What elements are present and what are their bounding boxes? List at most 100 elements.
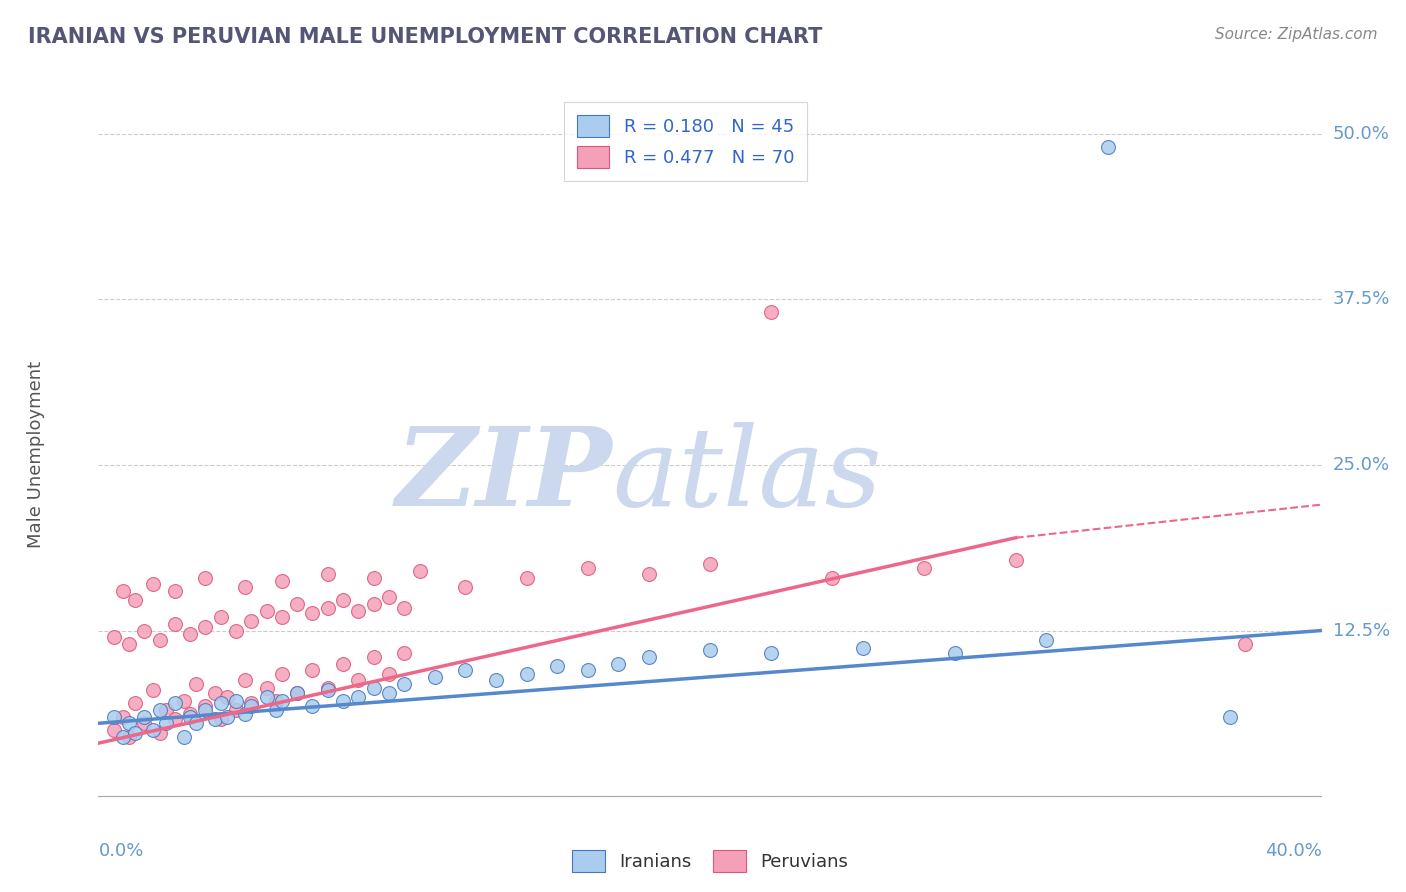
Point xyxy=(821,570,844,584)
Point xyxy=(204,712,226,726)
Point xyxy=(285,686,308,700)
Text: IRANIAN VS PERUVIAN MALE UNEMPLOYMENT CORRELATION CHART: IRANIAN VS PERUVIAN MALE UNEMPLOYMENT CO… xyxy=(28,27,823,46)
Text: 12.5%: 12.5% xyxy=(1333,622,1391,640)
Point xyxy=(392,601,416,615)
Text: atlas: atlas xyxy=(612,422,882,530)
Point xyxy=(118,730,141,744)
Point xyxy=(454,663,477,677)
Point xyxy=(215,709,238,723)
Text: Male Unemployment: Male Unemployment xyxy=(27,361,45,549)
Point xyxy=(1035,632,1057,647)
Point xyxy=(209,697,232,711)
Point xyxy=(607,657,630,671)
Point xyxy=(103,630,125,644)
Point xyxy=(301,607,323,621)
Point xyxy=(173,694,195,708)
Point xyxy=(142,577,165,591)
Point xyxy=(111,730,134,744)
Text: 37.5%: 37.5% xyxy=(1333,290,1391,309)
Point xyxy=(233,580,256,594)
Point xyxy=(179,706,201,721)
Point xyxy=(516,667,538,681)
Point xyxy=(347,604,370,618)
Point xyxy=(285,597,308,611)
Point xyxy=(204,686,226,700)
Point xyxy=(943,646,966,660)
Point xyxy=(1234,637,1257,651)
Point xyxy=(179,627,201,641)
Point xyxy=(378,591,401,605)
Point xyxy=(378,686,401,700)
Point xyxy=(194,703,217,717)
Point xyxy=(240,614,263,628)
Point xyxy=(103,723,125,737)
Point xyxy=(163,583,186,598)
Point xyxy=(378,667,401,681)
Point xyxy=(194,699,217,714)
Point xyxy=(332,694,354,708)
Point xyxy=(134,716,156,731)
Point xyxy=(118,637,141,651)
Point xyxy=(264,703,287,717)
Point xyxy=(209,610,232,624)
Point xyxy=(301,663,323,677)
Point xyxy=(111,709,134,723)
Point xyxy=(363,650,385,665)
Point xyxy=(163,616,186,631)
Point xyxy=(163,697,186,711)
Point xyxy=(186,716,208,731)
Point xyxy=(408,564,430,578)
Point xyxy=(194,570,217,584)
Point xyxy=(124,725,146,739)
Point xyxy=(454,580,477,594)
Point xyxy=(546,659,568,673)
Point xyxy=(256,681,278,695)
Point xyxy=(149,725,172,739)
Text: 25.0%: 25.0% xyxy=(1333,456,1391,474)
Point xyxy=(270,694,292,708)
Point xyxy=(1097,140,1119,154)
Point xyxy=(124,593,146,607)
Point xyxy=(163,712,186,726)
Point xyxy=(270,610,292,624)
Point xyxy=(111,583,134,598)
Text: 0.0%: 0.0% xyxy=(98,842,143,860)
Point xyxy=(912,561,935,575)
Point xyxy=(347,690,370,704)
Point xyxy=(173,730,195,744)
Point xyxy=(423,670,446,684)
Point xyxy=(103,709,125,723)
Point xyxy=(155,716,177,731)
Text: ZIP: ZIP xyxy=(395,422,612,530)
Point xyxy=(316,681,339,695)
Point xyxy=(270,667,292,681)
Point xyxy=(363,681,385,695)
Point xyxy=(576,561,599,575)
Point xyxy=(194,619,217,633)
Point xyxy=(240,699,263,714)
Point xyxy=(240,697,263,711)
Point xyxy=(392,676,416,690)
Point xyxy=(270,574,292,589)
Point xyxy=(149,632,172,647)
Point xyxy=(1004,553,1026,567)
Point xyxy=(142,683,165,698)
Point xyxy=(233,673,256,687)
Point xyxy=(124,697,146,711)
Point xyxy=(485,673,508,687)
Point xyxy=(637,650,661,665)
Text: Source: ZipAtlas.com: Source: ZipAtlas.com xyxy=(1215,27,1378,42)
Point xyxy=(316,601,339,615)
Text: 40.0%: 40.0% xyxy=(1265,842,1322,860)
Text: 50.0%: 50.0% xyxy=(1333,125,1389,143)
Point xyxy=(699,643,721,657)
Point xyxy=(759,646,782,660)
Point xyxy=(637,566,661,581)
Point xyxy=(256,604,278,618)
Point xyxy=(285,686,308,700)
Point xyxy=(301,699,323,714)
Point xyxy=(347,673,370,687)
Point xyxy=(209,712,232,726)
Point xyxy=(1219,709,1241,723)
Point xyxy=(316,683,339,698)
